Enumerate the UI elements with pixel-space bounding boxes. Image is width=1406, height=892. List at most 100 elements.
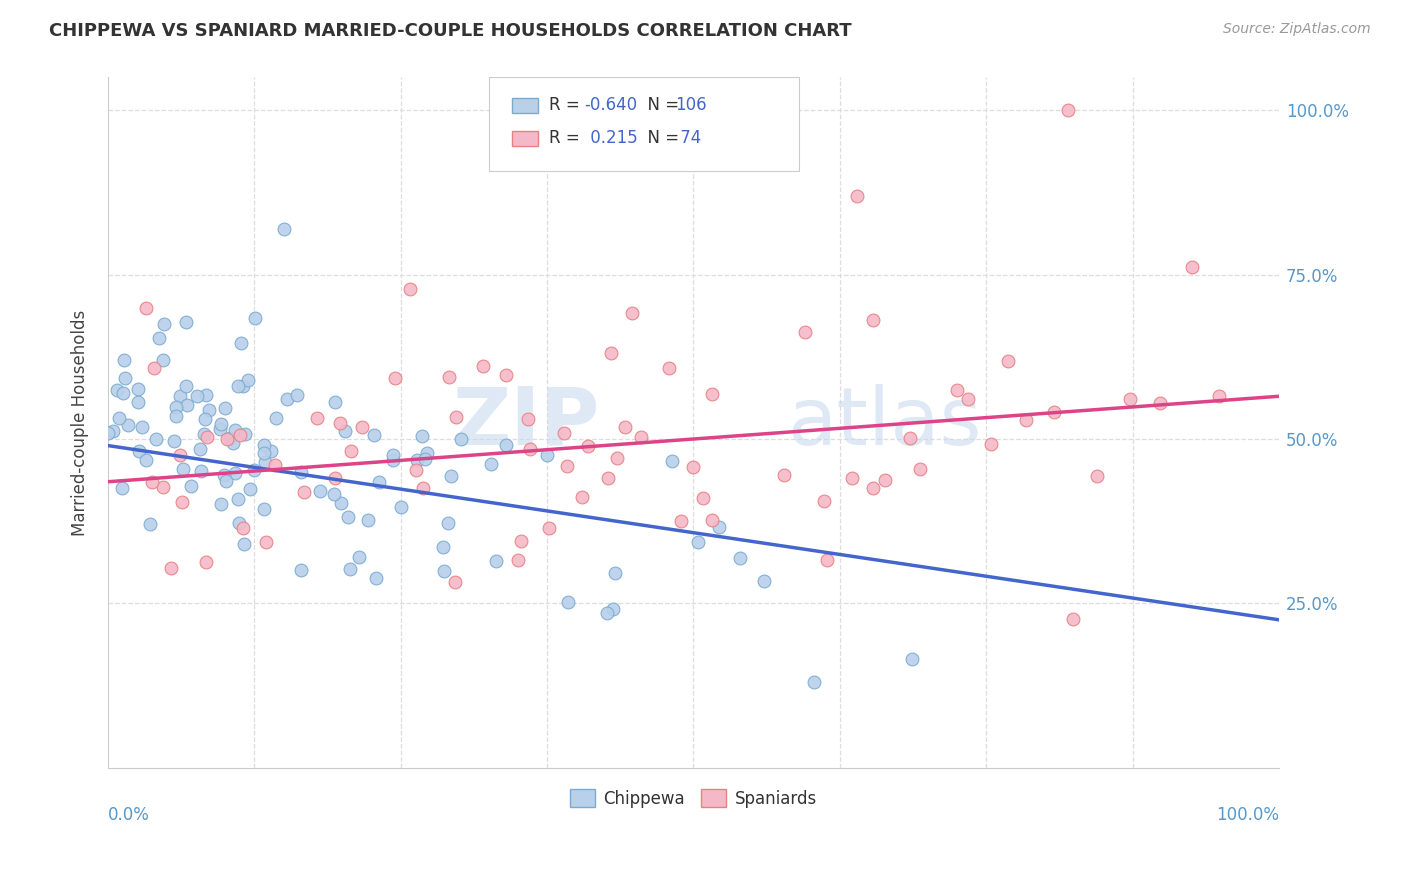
Point — [112, 385, 135, 400]
Point — [519, 442, 541, 457]
FancyBboxPatch shape — [512, 98, 537, 113]
Point — [347, 550, 370, 565]
Point — [813, 494, 835, 508]
Point — [709, 520, 731, 534]
Point — [412, 481, 434, 495]
Point — [846, 188, 869, 202]
Point — [239, 483, 262, 497]
Point — [260, 444, 283, 458]
Point — [135, 301, 157, 316]
Point — [862, 312, 884, 326]
Point — [131, 420, 153, 434]
Point — [290, 466, 312, 480]
Point — [752, 574, 775, 588]
Point — [599, 345, 621, 359]
Point — [233, 537, 256, 551]
Point — [446, 410, 468, 425]
Point — [180, 479, 202, 493]
Point — [253, 455, 276, 469]
Point — [692, 491, 714, 505]
Point — [174, 315, 197, 329]
Point — [198, 402, 221, 417]
Point — [571, 490, 593, 504]
Point — [1149, 395, 1171, 409]
Point — [841, 471, 863, 485]
Point — [773, 468, 796, 483]
Point — [901, 652, 924, 666]
Point — [606, 451, 628, 466]
Point — [217, 433, 239, 447]
Text: N =: N = — [637, 96, 685, 114]
Point — [803, 674, 825, 689]
Text: N =: N = — [637, 129, 685, 147]
Point — [135, 452, 157, 467]
Point — [253, 446, 276, 460]
Point — [169, 389, 191, 403]
Point — [555, 459, 578, 474]
Point — [163, 434, 186, 448]
Point — [195, 429, 218, 443]
Point — [186, 388, 208, 402]
Point — [276, 392, 298, 406]
Text: Source: ZipAtlas.com: Source: ZipAtlas.com — [1223, 22, 1371, 37]
Point — [700, 387, 723, 401]
Point — [389, 500, 412, 514]
Point — [209, 417, 232, 431]
Point — [218, 431, 240, 445]
Point — [264, 410, 287, 425]
Point — [233, 426, 256, 441]
Point — [382, 448, 405, 462]
Text: 0.215: 0.215 — [585, 129, 637, 147]
Point — [437, 370, 460, 384]
Text: R =: R = — [550, 129, 585, 147]
Point — [194, 411, 217, 425]
Point — [333, 424, 356, 438]
Legend: Chippewa, Spaniards: Chippewa, Spaniards — [564, 782, 824, 814]
Point — [910, 461, 932, 475]
Point — [97, 425, 120, 440]
Point — [224, 466, 246, 480]
Point — [436, 516, 458, 530]
Text: ZIP: ZIP — [453, 384, 600, 461]
Point — [165, 409, 187, 423]
Point — [658, 360, 681, 375]
Point — [323, 471, 346, 485]
Point — [108, 410, 131, 425]
Point — [254, 534, 277, 549]
Point — [614, 420, 637, 434]
Point — [174, 379, 197, 393]
Point — [415, 451, 437, 466]
Point — [596, 607, 619, 621]
Point — [152, 353, 174, 368]
Point — [682, 459, 704, 474]
Point — [226, 491, 249, 506]
Point — [290, 563, 312, 577]
Point — [195, 388, 218, 402]
Text: R =: R = — [550, 96, 585, 114]
Point — [364, 571, 387, 585]
Point — [253, 501, 276, 516]
Point — [603, 566, 626, 580]
Point — [1085, 468, 1108, 483]
Point — [226, 379, 249, 393]
Point — [232, 521, 254, 535]
Point — [339, 562, 361, 576]
Point — [357, 513, 380, 527]
Text: CHIPPEWA VS SPANIARD MARRIED-COUPLE HOUSEHOLDS CORRELATION CHART: CHIPPEWA VS SPANIARD MARRIED-COUPLE HOUS… — [49, 22, 852, 40]
Point — [214, 474, 236, 488]
Point — [517, 411, 540, 425]
Point — [285, 387, 308, 401]
Point — [292, 484, 315, 499]
Point — [536, 448, 558, 462]
Text: 100.0%: 100.0% — [1216, 805, 1279, 823]
Point — [1062, 612, 1084, 626]
Point — [399, 282, 422, 296]
Point — [481, 458, 503, 472]
Point — [114, 371, 136, 385]
Text: 74: 74 — [675, 129, 702, 147]
Point — [322, 487, 344, 501]
Point — [128, 444, 150, 458]
Point — [553, 426, 575, 441]
Point — [305, 411, 328, 425]
Point — [165, 400, 187, 414]
